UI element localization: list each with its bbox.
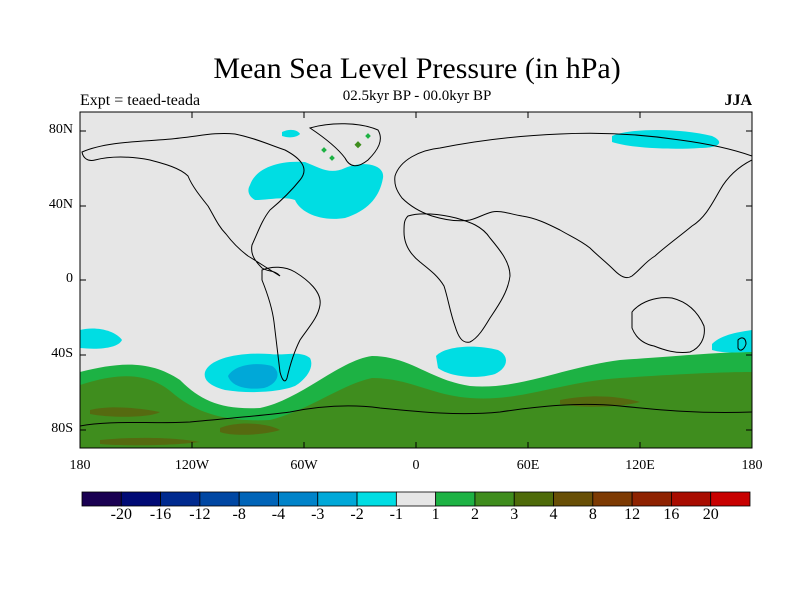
colorbar-swatch — [435, 491, 476, 507]
colorbar-swatch — [671, 491, 712, 507]
positive-region-level4 — [90, 396, 640, 446]
lon-tick-0: 0 — [412, 458, 420, 473]
negative-region-arctic-2 — [612, 130, 720, 149]
coastline-greenland — [308, 123, 381, 167]
colorbar-swatch — [81, 491, 122, 507]
colorbar-label: 1 — [431, 506, 440, 523]
lat-tick-80n: 80N — [48, 122, 73, 137]
colorbar-label: 4 — [549, 506, 558, 523]
lat-tick-40s: 40S — [51, 346, 73, 361]
lat-tick-0: 0 — [66, 271, 73, 286]
colorbar-swatch — [474, 491, 515, 507]
lon-tick-180e: 180 — [741, 458, 763, 473]
colorbar-label: -1 — [389, 506, 403, 523]
coastlines — [80, 123, 752, 427]
negative-region-tasman — [712, 330, 752, 353]
colorbar-label: 12 — [624, 506, 641, 523]
lon-tick-120w: 120W — [174, 458, 210, 473]
lat-tick-40n: 40N — [48, 197, 73, 212]
colorbar-label: 2 — [470, 506, 479, 523]
colorbar-swatch — [631, 491, 672, 507]
lon-tick-120e: 120E — [625, 458, 655, 473]
colorbar-label: -20 — [110, 506, 132, 523]
coastline-new-zealand — [737, 337, 747, 351]
colorbar-swatch — [356, 491, 397, 507]
marker-points — [321, 133, 371, 161]
colorbar-label: 8 — [588, 506, 597, 523]
coastline-south-america — [261, 266, 321, 382]
colorbar-label: -16 — [149, 506, 172, 523]
colorbar-swatch — [238, 491, 279, 507]
coastline-australia — [631, 297, 705, 353]
colorbar-label: 20 — [702, 506, 719, 523]
chart-title: Mean Sea Level Pressure (in hPa) — [213, 52, 621, 85]
lon-tick-180w: 180 — [69, 458, 91, 473]
colorbar-swatch — [278, 491, 319, 507]
lon-tick-60e: 60E — [516, 458, 540, 473]
axis-ticks — [80, 112, 752, 448]
colorbar-swatch — [317, 491, 358, 507]
colorbar-label: -2 — [350, 506, 364, 523]
colorbar-label: 3 — [510, 506, 519, 523]
negative-region-south-pacific-core — [228, 364, 278, 389]
colorbar-label: -8 — [232, 506, 246, 523]
colorbar-swatch — [513, 491, 554, 507]
period-label: 02.5kyr BP - 00.0kyr BP — [342, 88, 492, 104]
colorbar-swatch — [120, 491, 161, 507]
colorbar-swatch — [199, 491, 240, 507]
colorbar-label: -4 — [271, 506, 286, 523]
colorbar-swatch — [395, 491, 437, 507]
colorbar-label: -12 — [189, 506, 211, 523]
negative-region-north-atlantic — [248, 161, 384, 219]
coastline-africa — [403, 213, 511, 343]
colorbar-label: 16 — [663, 506, 680, 523]
colorbar-label: -3 — [311, 506, 325, 523]
colorbar — [81, 491, 751, 507]
lon-tick-60w: 60W — [290, 458, 318, 473]
colorbar-swatch — [160, 491, 201, 507]
colorbar-swatch — [553, 491, 594, 507]
colorbar-swatch — [592, 491, 633, 507]
coastline-north-america — [81, 133, 305, 277]
lat-tick-80s: 80S — [51, 421, 73, 436]
negative-region-south-pacific-west — [80, 328, 122, 349]
coastline-antarctica — [80, 403, 752, 427]
experiment-label: Expt = teaed-teada — [80, 92, 201, 109]
coastline-europe-asia — [394, 132, 752, 279]
colorbar-swatch — [710, 491, 751, 507]
negative-region-arctic-1 — [282, 129, 300, 138]
season-label: JJA — [724, 92, 752, 109]
map-plot-area — [80, 112, 752, 448]
negative-region-south-atlantic — [436, 346, 506, 377]
